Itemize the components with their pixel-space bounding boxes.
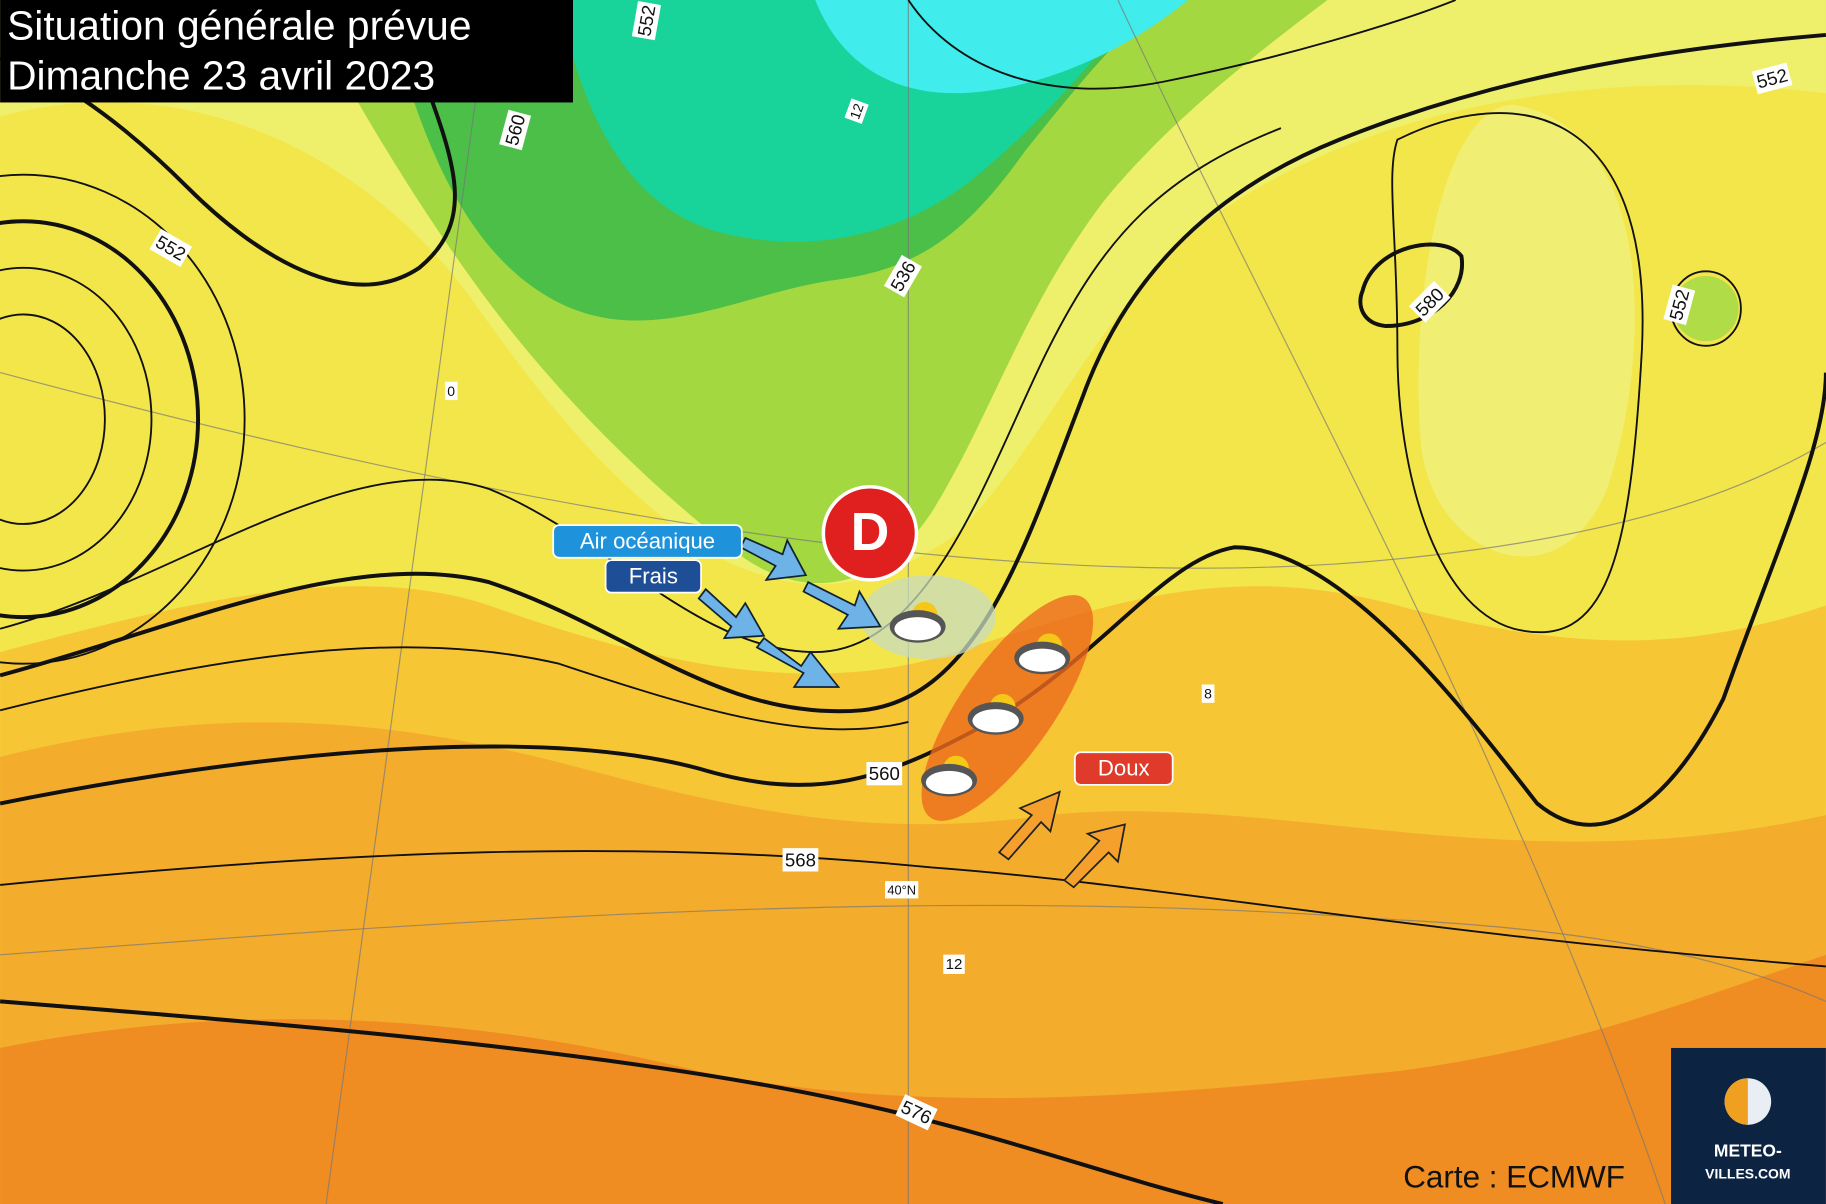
tag-box (552, 524, 743, 559)
hot-field (0, 954, 1826, 1204)
contour-label-bg (883, 254, 923, 298)
title-line: Dimanche 23 avril 2023 (7, 53, 435, 99)
meridian (1117, 0, 1666, 1204)
contour-label: 40°N (887, 882, 916, 897)
tag-cold: Frais (629, 563, 678, 588)
contour-label-bg (1663, 284, 1696, 326)
contour (1358, 242, 1465, 329)
credit: Carte : ECMWF (1403, 1160, 1625, 1195)
warm-arrows (997, 790, 1127, 889)
contour-label: 560 (869, 763, 900, 784)
low-marker (821, 484, 919, 582)
contour-label-bg (943, 954, 965, 974)
contour-label-bg (844, 98, 869, 124)
tag-air: Air océanique (580, 528, 715, 553)
logo-text: VILLES.COM (1705, 1165, 1790, 1181)
arrow (739, 536, 808, 581)
contour-label: 12 (946, 956, 963, 973)
arrow (997, 790, 1061, 861)
contour (0, 219, 200, 620)
contour-label-bg (149, 228, 193, 267)
contour-label-bg (499, 109, 532, 151)
contour-label: 568 (785, 849, 816, 870)
contour-label-bg (631, 1, 662, 41)
contour-label: 12 (846, 101, 866, 121)
tag-box (604, 559, 702, 594)
contour-label-bg (885, 881, 919, 899)
arrow (697, 587, 766, 640)
contour (0, 0, 457, 287)
contour-label-bg (866, 761, 903, 786)
tag-warm: Doux (1098, 756, 1150, 781)
contour-label-bg (1751, 62, 1793, 95)
logo-mark (1724, 1078, 1748, 1125)
title-box (0, 0, 573, 103)
contour (0, 313, 106, 525)
contour (0, 173, 246, 665)
tag-box (1073, 751, 1174, 786)
contour (0, 372, 1826, 827)
contour-label-bg (444, 381, 458, 401)
contour-label-bg (895, 1094, 938, 1131)
arrow (1063, 823, 1127, 889)
storm-icon (1014, 633, 1071, 675)
cold-arrows (697, 536, 882, 688)
storm-icon (921, 755, 978, 797)
parallel (0, 904, 1826, 1002)
contour (0, 850, 1826, 968)
arrow (755, 636, 841, 688)
contour-label-bg (1201, 684, 1215, 703)
cool-field-east (1418, 104, 1635, 557)
logo-box (1671, 1047, 1826, 1204)
contour-label-bg (782, 848, 819, 872)
storm-icon (967, 693, 1024, 735)
logo-text: METEO- (1714, 1140, 1782, 1160)
contour (0, 127, 1282, 654)
title-line: Situation générale prévue (7, 3, 471, 49)
contour-label: 0 (447, 383, 455, 399)
arrow (802, 581, 882, 630)
contour-labels: 552 560 552 536 552 580 552 560 568 576 … (149, 1, 1793, 1131)
contour-label-bg (1408, 281, 1451, 323)
contour (0, 646, 909, 731)
contour (1391, 112, 1644, 634)
contour (0, 999, 1224, 1204)
low-label: D (851, 503, 890, 562)
parallel (0, 372, 1826, 569)
storm-icons (889, 602, 1071, 797)
contour-label: 8 (1204, 686, 1212, 702)
contour (907, 0, 1456, 90)
contour (0, 266, 153, 572)
storm-icon (889, 602, 946, 643)
